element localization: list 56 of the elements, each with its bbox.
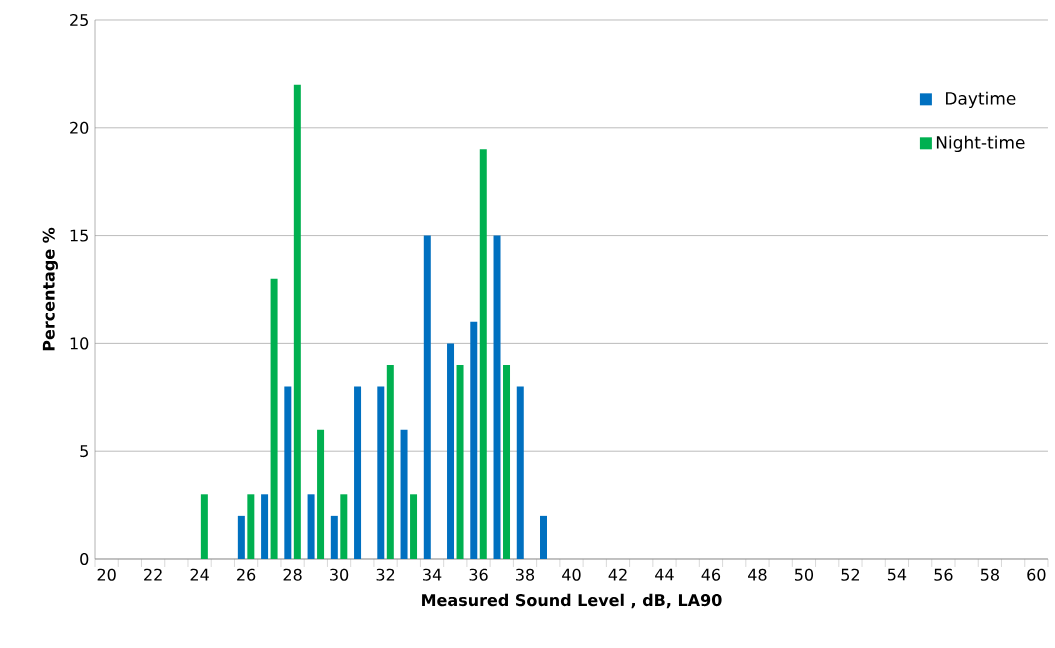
bar [330, 515, 338, 559]
x-tick-label: 30 [330, 568, 349, 581]
x-tick-label: 44 [655, 568, 674, 581]
bar [307, 494, 315, 559]
bar [470, 321, 478, 559]
x-tick-label: 34 [423, 568, 442, 581]
x-tick-label: 36 [469, 568, 488, 581]
x-tick-label: 22 [144, 568, 162, 581]
x-tick-label: 48 [748, 568, 767, 581]
x-tick-label: 58 [980, 568, 999, 581]
x-tick-label: 20 [97, 568, 116, 581]
bar [540, 515, 548, 559]
y-tick-label: 5 [80, 445, 88, 458]
x-tick-label: 40 [562, 568, 581, 581]
bar [503, 364, 511, 559]
y-axis-title: Percentage % [42, 227, 58, 351]
bar [447, 343, 455, 559]
bar [400, 429, 408, 559]
x-tick-label: 38 [516, 568, 535, 581]
bar [270, 278, 278, 559]
bar [200, 494, 208, 559]
x-tick-label: 26 [237, 568, 256, 581]
bar [479, 149, 487, 559]
x-tick-label: 56 [934, 568, 953, 581]
bar [293, 84, 301, 559]
bar [284, 386, 292, 559]
bar [456, 364, 464, 559]
legend-label: Night-time [936, 135, 1025, 153]
y-tick-label: 0 [80, 552, 89, 566]
bar [377, 386, 385, 559]
x-axis-title: Measured Sound Level , dB, LA90 [422, 593, 722, 609]
x-tick-label: 60 [1027, 568, 1046, 581]
bar [516, 386, 524, 559]
x-tick-label: 50 [794, 568, 814, 581]
y-tick-label: 10 [70, 337, 89, 350]
y-tick-label: 20 [70, 121, 89, 134]
bar [410, 494, 418, 559]
bar [354, 386, 362, 559]
y-tick-label: 15 [70, 229, 88, 242]
bar [386, 364, 394, 559]
x-tick-label: 42 [608, 568, 627, 581]
x-tick-label: 46 [701, 568, 721, 581]
bar [261, 494, 269, 559]
y-tick-label: 25 [70, 13, 88, 27]
bar [340, 494, 348, 559]
x-tick-label: 52 [841, 568, 859, 581]
bar [247, 494, 255, 559]
x-tick-label: 32 [376, 568, 395, 581]
x-tick-label: 54 [887, 568, 907, 581]
legend-label: Daytime [946, 91, 1016, 109]
x-tick-label: 28 [283, 568, 302, 581]
bar [237, 515, 245, 559]
x-tick-label: 24 [190, 568, 209, 581]
bar [493, 235, 501, 559]
bar [423, 235, 431, 559]
bar [317, 429, 325, 559]
